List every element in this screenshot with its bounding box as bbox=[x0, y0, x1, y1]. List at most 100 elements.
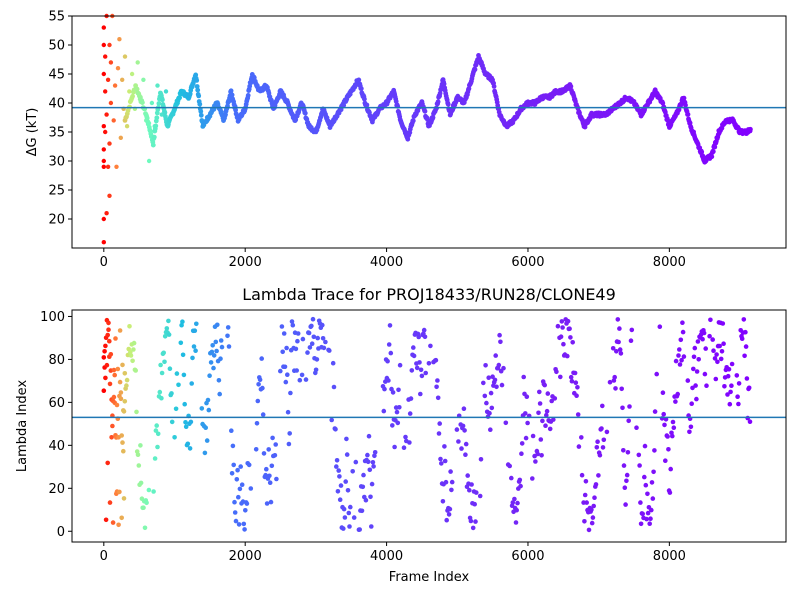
lambda-point bbox=[295, 331, 301, 336]
delta-g-x-tick-label: 4000 bbox=[370, 255, 403, 270]
lambda-point bbox=[209, 349, 215, 355]
lambda-point bbox=[543, 423, 548, 429]
lambda-point bbox=[215, 322, 220, 328]
delta-g-point bbox=[229, 92, 235, 98]
lambda-point bbox=[513, 520, 519, 525]
lambda-point bbox=[418, 391, 423, 397]
delta-g-point bbox=[140, 100, 145, 105]
lambda-point bbox=[363, 497, 369, 503]
lambda-point bbox=[675, 391, 680, 397]
delta-g-point bbox=[101, 71, 107, 77]
lambda-point bbox=[494, 384, 499, 390]
lambda-point bbox=[114, 402, 120, 408]
lambda-point bbox=[236, 522, 242, 527]
lambda-point bbox=[547, 426, 553, 432]
lambda-point bbox=[537, 401, 543, 406]
lambda-point bbox=[192, 328, 198, 334]
lambda-point bbox=[158, 362, 163, 368]
lambda-point bbox=[294, 368, 300, 373]
lambda-point bbox=[565, 318, 571, 324]
lambda-point bbox=[521, 374, 526, 380]
lambda-point bbox=[411, 345, 416, 350]
lambda-point bbox=[233, 518, 239, 524]
lambda-point bbox=[621, 448, 626, 453]
lambda-point bbox=[514, 507, 519, 513]
delta-g-x-tick-label: 2000 bbox=[229, 255, 262, 270]
lambda-point bbox=[162, 334, 168, 339]
lambda-point bbox=[216, 378, 222, 383]
lambda-point bbox=[681, 354, 687, 359]
lambda-point bbox=[644, 516, 649, 522]
lambda-point bbox=[618, 351, 624, 356]
lambda-point bbox=[519, 451, 524, 457]
lambda-point bbox=[166, 318, 171, 324]
delta-g-point bbox=[118, 135, 124, 140]
lambda-point bbox=[501, 365, 506, 371]
lambda-point bbox=[435, 378, 440, 383]
lambda-point bbox=[442, 444, 447, 449]
lambda-point bbox=[131, 347, 136, 352]
lambda-point bbox=[248, 486, 254, 491]
lambda-point bbox=[166, 332, 172, 337]
lambda-point bbox=[617, 326, 622, 331]
lambda-point bbox=[662, 422, 667, 428]
lambda-point bbox=[444, 517, 450, 523]
delta-g-point bbox=[151, 134, 157, 140]
lambda-point bbox=[152, 456, 158, 461]
lambda-point bbox=[128, 353, 134, 358]
lambda-point bbox=[409, 368, 415, 373]
lambda-point bbox=[447, 506, 453, 512]
delta-g-point bbox=[101, 42, 107, 48]
lambda-point bbox=[677, 347, 682, 352]
delta-g-x-tick-label: 6000 bbox=[511, 255, 544, 270]
delta-g-point bbox=[251, 75, 257, 81]
lambda-point bbox=[595, 439, 600, 445]
lambda-point bbox=[205, 397, 211, 403]
lambda-point bbox=[182, 401, 187, 407]
lambda-point bbox=[300, 336, 306, 342]
lambda-point bbox=[670, 419, 676, 425]
delta-g-point bbox=[233, 107, 239, 113]
lambda-point bbox=[213, 339, 219, 345]
lambda-point bbox=[225, 333, 230, 339]
delta-g-point bbox=[101, 158, 107, 164]
lambda-point bbox=[388, 350, 394, 356]
lambda-point bbox=[573, 380, 579, 386]
lambda-point bbox=[463, 452, 468, 458]
lambda-point bbox=[141, 505, 146, 511]
lambda-point bbox=[104, 362, 110, 368]
lambda-point bbox=[727, 401, 733, 407]
lambda-point bbox=[559, 319, 565, 324]
delta-g-point bbox=[108, 60, 114, 65]
lambda-point bbox=[722, 384, 727, 389]
delta-g-point bbox=[101, 147, 107, 152]
lambda-point bbox=[619, 386, 624, 392]
lambda-point bbox=[253, 447, 259, 452]
lambda-point bbox=[232, 510, 238, 515]
lambda-point bbox=[636, 452, 642, 458]
lambda-point bbox=[408, 396, 414, 401]
lambda-point bbox=[645, 510, 651, 516]
delta-g-point bbox=[435, 99, 441, 105]
lambda-point bbox=[206, 407, 212, 413]
lambda-point bbox=[106, 320, 111, 326]
lambda-y-ticks: 0 20 40 60 80 100 bbox=[40, 310, 72, 540]
lambda-point bbox=[396, 387, 401, 393]
delta-g-point bbox=[491, 84, 497, 89]
lambda-point bbox=[243, 508, 248, 513]
lambda-point bbox=[350, 469, 356, 474]
lambda-point bbox=[288, 390, 293, 396]
lambda-point bbox=[178, 340, 184, 346]
lambda-point bbox=[746, 385, 752, 391]
lambda-point bbox=[645, 491, 650, 497]
lambda-point bbox=[346, 510, 352, 516]
delta-g-point bbox=[665, 118, 671, 123]
delta-g-point bbox=[135, 60, 140, 65]
lambda-point bbox=[488, 390, 494, 396]
lambda-point bbox=[627, 404, 632, 409]
lambda-point bbox=[465, 473, 471, 478]
lambda-point bbox=[261, 451, 267, 456]
lambda-point bbox=[144, 500, 149, 506]
lambda-point bbox=[586, 527, 592, 533]
lambda-point bbox=[344, 436, 349, 442]
